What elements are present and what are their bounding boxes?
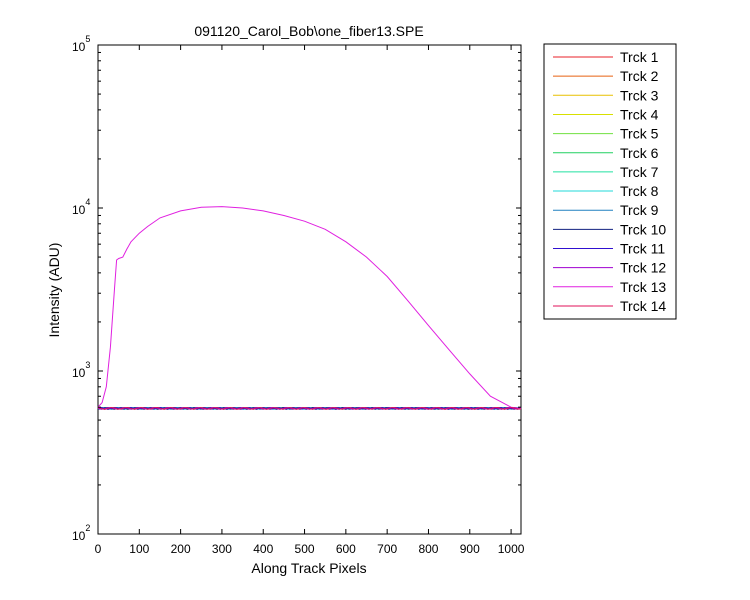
y-tick-base: 10 — [72, 529, 86, 543]
series-line-13 — [97, 206, 522, 409]
legend-label-14: Trck 14 — [620, 298, 666, 314]
x-tick-label: 700 — [377, 542, 397, 556]
legend-label-2: Trck 2 — [620, 68, 659, 84]
y-tick-exponent: 3 — [85, 360, 90, 370]
x-tick-label: 1000 — [498, 542, 525, 556]
x-tick-label: 500 — [295, 542, 315, 556]
y-tick-label: 105 — [72, 34, 90, 54]
legend: Trck 1 Trck 2 Trck 3 Trck 4 Trck 5 Trck 6 Trck… — [543, 43, 677, 320]
series-line-14 — [97, 406, 522, 410]
series-layer — [97, 206, 522, 410]
legend-label-11: Trck 11 — [620, 241, 665, 257]
series-line-11 — [97, 406, 522, 410]
chart-title: 091120_Carol_Bob\one_fiber13.SPE — [194, 23, 423, 39]
legend-label-6: Trck 6 — [620, 145, 659, 161]
legend-label-9: Trck 9 — [620, 202, 659, 218]
legend-label-5: Trck 5 — [620, 126, 659, 142]
y-axis-label: Intensity (ADU) — [46, 243, 62, 338]
y-tick-exponent: 5 — [85, 34, 90, 44]
legend-label-7: Trck 7 — [620, 164, 659, 180]
y-tick-label: 102 — [72, 523, 90, 543]
x-tick-label: 300 — [212, 542, 232, 556]
y-tick-base: 10 — [72, 203, 86, 217]
plot-area — [97, 44, 522, 535]
x-tick-label: 900 — [460, 542, 480, 556]
x-tick-label: 200 — [171, 542, 191, 556]
x-axis-label: Along Track Pixels — [251, 560, 366, 576]
legend-box — [543, 43, 677, 320]
legend-label-12: Trck 12 — [620, 260, 666, 276]
y-tick-label: 103 — [72, 360, 90, 380]
tick-layer: 0 100 200 300 400 500 600 700 800 900 100010210310… — [72, 34, 525, 556]
y-tick-exponent: 4 — [85, 197, 90, 207]
x-tick-label: 600 — [336, 542, 356, 556]
y-tick-base: 10 — [72, 366, 86, 380]
legend-label-10: Trck 10 — [620, 221, 666, 237]
legend-label-4: Trck 4 — [620, 106, 659, 122]
x-tick-label: 100 — [129, 542, 149, 556]
legend-label-13: Trck 13 — [620, 279, 666, 295]
legend-label-8: Trck 8 — [620, 183, 659, 199]
legend-label-1: Trck 1 — [620, 49, 659, 65]
y-tick-exponent: 2 — [85, 523, 90, 533]
x-tick-label: 400 — [253, 542, 273, 556]
x-tick-label: 0 — [95, 542, 102, 556]
y-tick-label: 104 — [72, 197, 90, 217]
x-tick-label: 800 — [418, 542, 438, 556]
legend-label-3: Trck 3 — [620, 87, 659, 103]
y-tick-base: 10 — [72, 40, 86, 54]
